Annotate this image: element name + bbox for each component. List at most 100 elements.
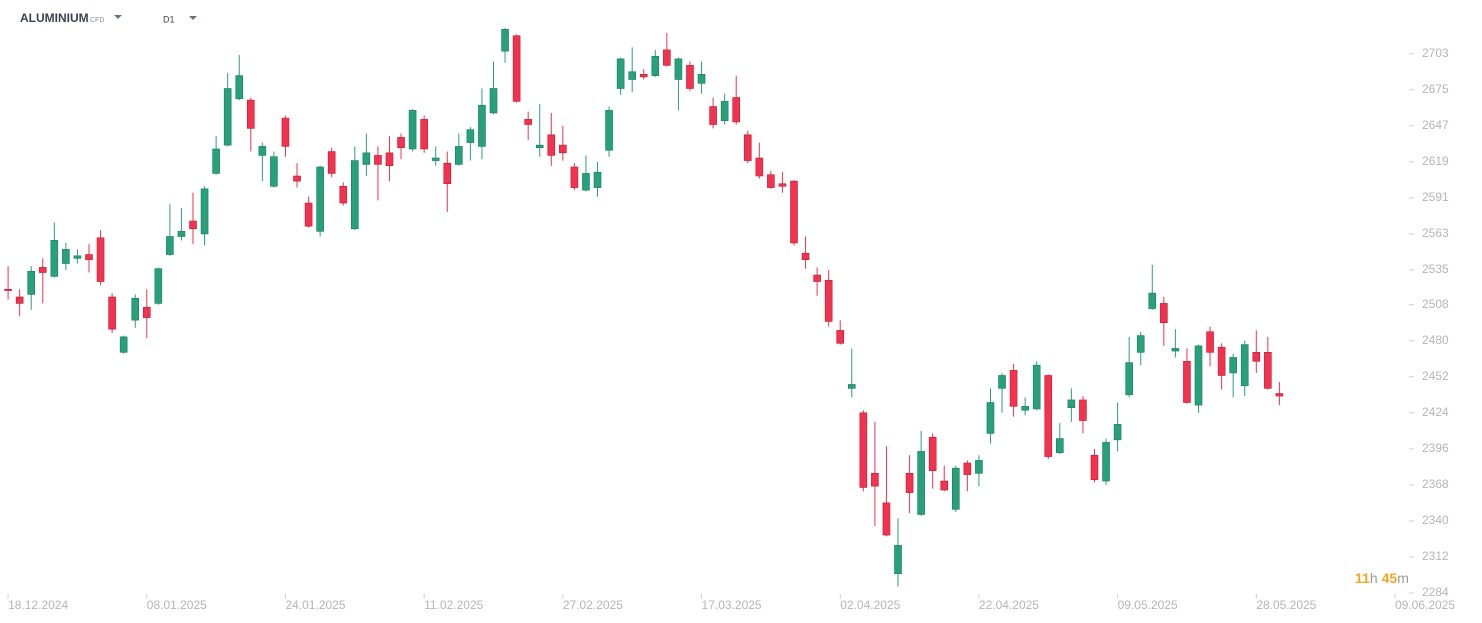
candle-body — [4, 288, 12, 291]
candle-body — [1229, 357, 1237, 374]
x-tick-label: 28.05.2025 — [1256, 598, 1316, 612]
candle-body — [767, 174, 775, 188]
y-tick-label: 2368 — [1422, 477, 1449, 491]
candle-body — [1067, 399, 1076, 408]
x-tick-label: 11.02.2025 — [424, 598, 483, 612]
candle-body — [154, 268, 163, 304]
x-tick-label: 09.06.2025 — [1395, 598, 1455, 612]
candle-body — [709, 106, 717, 125]
candle-body — [293, 175, 301, 182]
candle-body — [801, 252, 810, 260]
candle-body — [27, 270, 36, 295]
candle-body — [1009, 370, 1018, 407]
candle-body — [859, 412, 868, 488]
timeframe-dropdown[interactable] — [189, 16, 197, 20]
y-tick-label: 2591 — [1422, 190, 1449, 204]
candle-body — [374, 155, 382, 165]
candle-body — [697, 74, 706, 84]
candle-body — [397, 137, 405, 148]
x-tick-label: 02.04.2025 — [840, 598, 900, 612]
candle-body — [512, 35, 521, 102]
candle-body — [62, 249, 70, 264]
y-tick-label: 2619 — [1422, 154, 1449, 168]
candle-body — [235, 75, 244, 100]
candle-body — [813, 274, 821, 282]
symbol[interactable]: ALUMINIUM — [20, 11, 89, 25]
candle-body — [119, 336, 128, 353]
candle-body — [743, 134, 752, 161]
instrument-type: CFD — [90, 17, 104, 24]
x-tick-label: 18.12.2024 — [8, 598, 68, 612]
candle-body — [1148, 292, 1157, 309]
candle-body — [478, 104, 486, 147]
candle-body — [1136, 335, 1145, 353]
countdown-hours: 11 — [1355, 570, 1370, 586]
candle-body — [1125, 362, 1133, 396]
candle-body — [686, 65, 694, 89]
timeframe[interactable]: D1 — [163, 14, 175, 24]
candle-body — [871, 472, 879, 487]
candle-body — [720, 101, 729, 121]
candle-body — [189, 220, 197, 230]
candle-body — [894, 545, 902, 574]
candle-body — [1044, 375, 1053, 457]
candle-body — [96, 237, 105, 282]
candle-body — [73, 255, 82, 259]
y-tick-label: 2312 — [1422, 549, 1449, 563]
candle-body — [85, 254, 93, 260]
y-tick-label: 2424 — [1422, 405, 1449, 419]
candle-body — [917, 451, 925, 515]
x-tick-label: 24.01.2025 — [285, 598, 345, 612]
candle-body — [998, 375, 1006, 389]
candle-body — [1113, 424, 1122, 441]
candle-body — [1194, 345, 1203, 406]
candle-body — [663, 49, 671, 66]
candle-body — [651, 56, 660, 76]
x-tick-label: 08.01.2025 — [147, 598, 207, 612]
candle-body — [986, 402, 995, 434]
candle-body — [200, 188, 209, 235]
y-tick-label: 2675 — [1422, 82, 1449, 96]
candle-body — [1079, 399, 1087, 421]
candle-body — [212, 148, 220, 174]
candle-body — [1032, 364, 1041, 410]
candle-body — [524, 119, 532, 125]
x-tick-label: 22.04.2025 — [979, 598, 1039, 612]
candle-body — [362, 152, 371, 165]
candle-body — [108, 296, 116, 330]
candle-body — [385, 152, 394, 167]
candle-body — [1160, 303, 1168, 324]
candle-body — [50, 240, 59, 277]
candle-body — [905, 472, 914, 493]
y-tick-label: 2396 — [1422, 441, 1449, 455]
candle-body — [570, 166, 579, 188]
candle-body — [1240, 344, 1249, 387]
candle-body — [131, 297, 140, 321]
candle-body — [420, 119, 428, 150]
candle-body — [455, 146, 463, 165]
candle-body — [1275, 393, 1284, 397]
x-tick-label: 17.03.2025 — [702, 598, 762, 612]
candle-body — [928, 436, 937, 472]
candle-body — [1252, 352, 1261, 362]
y-tick-label: 2480 — [1422, 333, 1449, 347]
candle-body — [1090, 454, 1099, 481]
y-tick-label: 2340 — [1422, 513, 1449, 527]
y-tick-label: 2563 — [1422, 226, 1449, 240]
countdown: 11h 45m — [1355, 570, 1409, 586]
candle-body — [616, 58, 625, 89]
candle-body — [246, 99, 255, 129]
candle-body — [327, 151, 336, 174]
y-tick-label: 2703 — [1422, 46, 1449, 60]
x-tick-label: 09.05.2025 — [1118, 598, 1178, 612]
candle-body — [443, 162, 452, 185]
candle-body — [166, 236, 174, 255]
candle-body — [1217, 346, 1226, 376]
countdown-minutes-unit: m — [1397, 570, 1409, 586]
candle-body — [1021, 406, 1029, 411]
symbol-dropdown[interactable] — [114, 15, 122, 19]
candle-body — [258, 146, 267, 156]
countdown-minutes: 45 — [1382, 570, 1398, 586]
candle-body — [501, 28, 509, 52]
